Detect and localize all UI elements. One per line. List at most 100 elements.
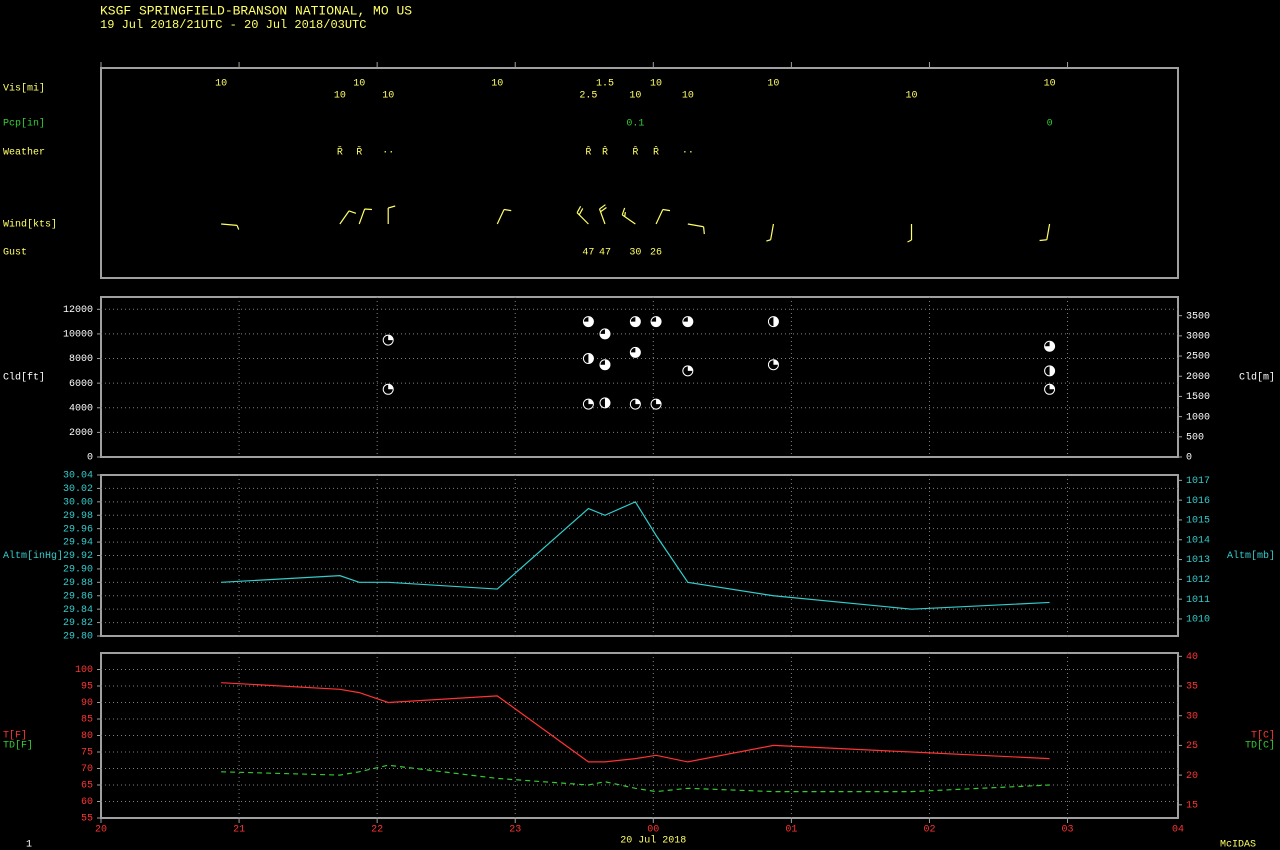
cloud-cover xyxy=(651,316,662,327)
cloud-cover xyxy=(388,384,394,390)
visibility: 10 xyxy=(650,79,662,90)
x-tick-label: 22 xyxy=(371,825,383,836)
y-axis-label: Cld[ft] xyxy=(3,372,45,384)
y-tick-label: 29.88 xyxy=(63,578,93,589)
y-tick-label: 85 xyxy=(81,715,93,726)
wind-barb xyxy=(339,210,357,225)
wind-barb xyxy=(907,224,913,243)
cloud-cover xyxy=(1049,384,1055,390)
y2-tick-label: 35 xyxy=(1186,682,1198,693)
x-tick-label: 01 xyxy=(785,825,797,836)
cloud-layer xyxy=(767,359,779,371)
y-axis-label: Altm[inHg] xyxy=(3,550,63,562)
y-tick-label: 29.82 xyxy=(63,618,93,629)
visibility: 1.5 xyxy=(596,79,614,90)
cloud-cover xyxy=(583,316,594,327)
cloud-layer xyxy=(767,316,779,328)
altimeter-panel xyxy=(100,474,1179,637)
cloud-cover xyxy=(687,365,693,371)
time-range: 19 Jul 2018/21UTC - 20 Jul 2018/03UTC xyxy=(100,18,366,32)
series-line xyxy=(221,764,1050,793)
y-tick-label: 10000 xyxy=(63,330,93,341)
weather-symbol: Ȓ xyxy=(653,146,659,159)
visibility: 10 xyxy=(491,79,503,90)
series-label: T[F] xyxy=(3,730,27,742)
y-tick-label: 29.96 xyxy=(63,524,93,535)
y-tick-label: 4000 xyxy=(69,403,93,414)
cloud-layer xyxy=(382,334,394,346)
y-tick-label: 80 xyxy=(81,731,93,742)
y2-tick-label: 30 xyxy=(1186,711,1198,722)
visibility: 10 xyxy=(767,79,779,90)
y-tick-label: 12000 xyxy=(63,305,93,316)
row-label: Weather xyxy=(3,147,45,159)
cloud-cover xyxy=(773,316,779,327)
cloud-layer xyxy=(582,316,594,328)
cloud-layer xyxy=(682,316,694,328)
y2-tick-label: 1013 xyxy=(1186,555,1210,566)
wind-barb xyxy=(766,223,775,242)
weather-symbol: Ȓ xyxy=(632,146,638,159)
row-label: Gust xyxy=(3,248,27,259)
weather-symbol: Ř xyxy=(356,145,362,159)
cloud-cover xyxy=(599,328,610,339)
y-tick-label: 30.04 xyxy=(63,471,93,482)
precipitation: 0 xyxy=(1047,119,1053,130)
visibility: 2.5 xyxy=(579,91,597,102)
cloud-layer xyxy=(682,365,694,377)
y2-tick-label: 1011 xyxy=(1186,595,1210,606)
y-tick-label: 29.98 xyxy=(63,511,93,522)
cloud-layer xyxy=(582,353,594,365)
cloud-layer xyxy=(582,398,594,410)
y-tick-label: 8000 xyxy=(69,354,93,365)
temperature-panel xyxy=(100,652,1179,819)
y-tick-label: 90 xyxy=(81,698,93,709)
y2-tick-label: 1016 xyxy=(1186,496,1210,507)
y2-tick-label: 3500 xyxy=(1186,311,1210,322)
cloud-layer xyxy=(650,398,662,410)
cloud-layer xyxy=(599,359,611,371)
visibility: 10 xyxy=(334,91,346,102)
cloud-layer xyxy=(629,316,641,328)
y-tick-label: 55 xyxy=(81,814,93,825)
y-tick-label: 2000 xyxy=(69,428,93,439)
cloud-cover xyxy=(630,316,641,327)
y-tick-label: 29.80 xyxy=(63,632,93,643)
y2-tick-label: 2500 xyxy=(1186,352,1210,363)
y-tick-label: 0 xyxy=(87,453,93,464)
y-tick-label: 29.94 xyxy=(63,538,93,549)
wind-barb xyxy=(687,223,705,235)
gust: 26 xyxy=(650,248,662,259)
y-tick-label: 29.86 xyxy=(63,591,93,602)
cloud-layer xyxy=(1044,365,1056,377)
x-tick-label: 21 xyxy=(233,825,245,836)
y2-series-label: TD[C] xyxy=(1245,740,1275,752)
y-tick-label: 70 xyxy=(81,764,93,775)
y2-tick-label: 0 xyxy=(1186,453,1192,464)
cloud-layer xyxy=(1044,340,1056,352)
y2-axis-label: Cld[m] xyxy=(1239,372,1275,384)
y-tick-label: 75 xyxy=(81,748,93,759)
cloud-layer xyxy=(629,398,641,410)
visibility: 10 xyxy=(906,91,918,102)
wind-barb xyxy=(1039,223,1051,242)
y2-tick-label: 20 xyxy=(1186,771,1198,782)
y2-tick-label: 3000 xyxy=(1186,332,1210,343)
y-tick-label: 60 xyxy=(81,797,93,808)
wind-barb xyxy=(576,206,589,225)
row-label: Vis[mi] xyxy=(3,83,45,95)
y-tick-label: 6000 xyxy=(69,379,93,390)
y-tick-label: 29.90 xyxy=(63,565,93,576)
visibility: 10 xyxy=(353,79,365,90)
cloud-cover xyxy=(773,359,779,365)
precipitation: 0.1 xyxy=(626,119,644,130)
weather-symbol: Ȓ xyxy=(585,146,591,159)
x-end-label: 04 xyxy=(1172,825,1184,836)
series-label: TD[F] xyxy=(3,740,33,752)
y-tick-label: 65 xyxy=(81,781,93,792)
visibility: 10 xyxy=(215,79,227,90)
weather-symbol: ·· xyxy=(382,148,394,159)
y-tick-label: 30.02 xyxy=(63,484,93,495)
y2-tick-label: 1012 xyxy=(1186,575,1210,586)
x-tick-label: 23 xyxy=(509,825,521,836)
